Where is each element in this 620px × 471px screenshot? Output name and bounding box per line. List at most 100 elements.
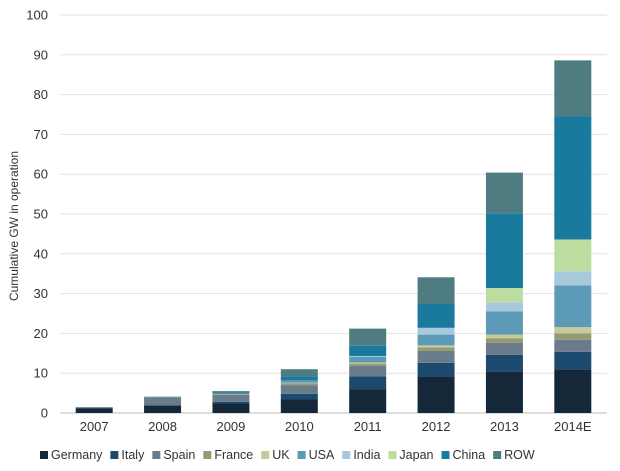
x-tick-label: 2009 <box>216 419 245 434</box>
x-tick-label: 2010 <box>285 419 314 434</box>
legend-item-italy: Italy <box>110 448 145 462</box>
legend-swatch <box>441 451 450 459</box>
bar-segment-france <box>485 338 523 343</box>
bar-segment-uk <box>554 327 592 334</box>
bar-segment-spain <box>554 339 592 352</box>
y-tick-label: 80 <box>34 87 48 102</box>
bar-segment-spain <box>144 397 182 406</box>
bar-segment-spain <box>280 385 318 394</box>
bar-segment-india <box>417 327 455 335</box>
bar-segment-spain <box>417 350 455 363</box>
legend-label: Japan <box>399 448 433 462</box>
y-tick-label: 40 <box>34 246 48 261</box>
legend-label: France <box>214 448 253 462</box>
x-tick-label: 2008 <box>148 419 177 434</box>
bar-segment-france <box>349 363 387 367</box>
legend-label: India <box>353 448 380 462</box>
bar-segment-india <box>485 302 523 312</box>
legend-label: USA <box>309 448 335 462</box>
bar-segment-italy <box>144 405 182 406</box>
bar-segment-usa <box>280 380 318 383</box>
legend-item-usa: USA <box>297 448 335 462</box>
legend-swatch <box>152 451 161 459</box>
bar-segment-italy <box>280 393 318 400</box>
y-tick-label: 50 <box>34 207 48 222</box>
legend-swatch <box>342 451 351 459</box>
bar-segment-italy <box>554 351 592 370</box>
legend-swatch <box>261 451 270 459</box>
y-tick-label: 20 <box>34 326 48 341</box>
gridlines <box>60 14 607 414</box>
x-tick-label: 2013 <box>490 419 519 434</box>
legend-swatch <box>388 451 397 459</box>
legend-swatch <box>40 451 48 459</box>
bar-segment-germany <box>417 376 455 413</box>
bar-segment-china <box>485 213 523 289</box>
bar-segment-uk <box>349 362 387 364</box>
bar-segment-china <box>417 303 455 328</box>
x-axis: 2007 2008 2009 2010 2011 2012 2013 2014E <box>80 419 592 434</box>
legend-item-china: China <box>441 448 485 462</box>
bar-segment-germany <box>75 408 113 413</box>
y-axis: 0 10 20 30 40 50 60 70 80 90 100 <box>26 8 48 421</box>
bar-segment-china <box>349 345 387 357</box>
x-tick-label: 2007 <box>80 419 109 434</box>
bar-segment-usa <box>417 334 455 346</box>
bar-segment-usa <box>485 311 523 335</box>
bar-segment-spain <box>75 407 113 408</box>
bar-segment-china <box>280 376 318 381</box>
y-tick-label: 0 <box>41 406 48 421</box>
bar-segment-row <box>349 328 387 346</box>
bar-segment-usa <box>349 356 387 363</box>
y-axis-title: Cumulative GW in operation <box>7 151 21 301</box>
bar-segment-germany <box>280 399 318 413</box>
bars <box>75 60 592 413</box>
legend-item-france: France <box>203 448 253 462</box>
bar-segment-germany <box>212 403 250 413</box>
bar-segment-italy <box>349 376 387 390</box>
bar-segment-italy <box>485 354 523 372</box>
x-tick-label: 2014E <box>554 419 592 434</box>
bar-segment-japan <box>554 239 592 272</box>
bar-segment-france <box>280 383 318 386</box>
y-tick-label: 100 <box>26 8 48 23</box>
bar-segment-spain <box>212 394 250 402</box>
bar-segment-japan <box>485 288 523 303</box>
bar-segment-row <box>417 277 455 304</box>
bar-segment-germany <box>349 389 387 413</box>
legend-label: UK <box>272 448 290 462</box>
y-tick-label: 90 <box>34 47 48 62</box>
legend-swatch <box>297 451 306 459</box>
y-tick-label: 10 <box>34 366 48 381</box>
y-tick-label: 60 <box>34 167 48 182</box>
legend-label: ROW <box>504 448 535 462</box>
bar-segment-france <box>554 333 592 340</box>
legend-item-row: ROW <box>493 448 535 462</box>
bar-segment-uk <box>485 334 523 339</box>
bar-segment-italy <box>417 362 455 377</box>
legend-item-spain: Spain <box>152 448 195 462</box>
bar-segment-germany <box>144 405 182 413</box>
legend-item-uk: UK <box>261 448 290 462</box>
bar-segment-spain <box>349 366 387 377</box>
bar-segment-italy <box>212 401 250 404</box>
legend-label: China <box>452 448 485 462</box>
bar-segment-row <box>554 60 592 117</box>
bar-segment-france <box>417 347 455 351</box>
bar-segment-germany <box>554 369 592 413</box>
bar-segment-row <box>212 391 250 394</box>
legend: Germany Italy Spain France UK USA India Japan Ch… <box>40 448 535 462</box>
bar-segment-spain <box>485 342 523 355</box>
bar-segment-india <box>349 356 387 357</box>
y-tick-label: 30 <box>34 286 48 301</box>
legend-swatch <box>110 451 119 459</box>
x-tick-label: 2011 <box>354 419 382 434</box>
legend-label: Germany <box>51 448 103 462</box>
legend-swatch <box>203 451 212 459</box>
bar-segment-uk <box>417 345 455 348</box>
legend-item-india: India <box>342 448 380 462</box>
legend-swatch <box>493 451 502 459</box>
bar-segment-usa <box>554 285 592 328</box>
y-tick-label: 70 <box>34 127 48 142</box>
